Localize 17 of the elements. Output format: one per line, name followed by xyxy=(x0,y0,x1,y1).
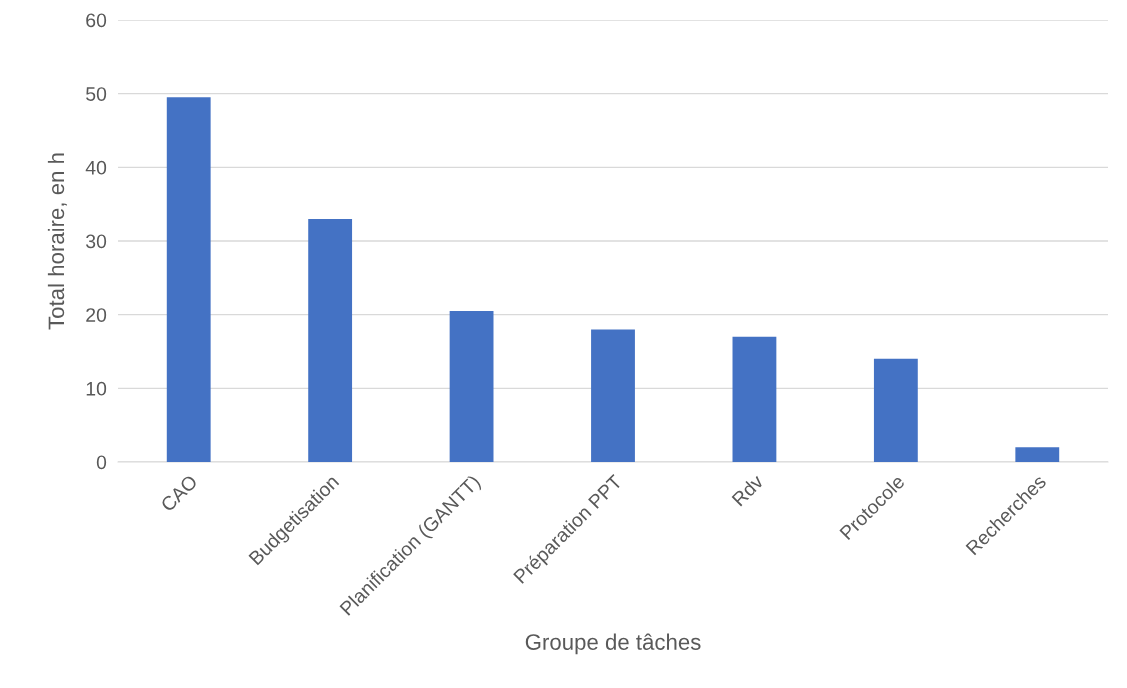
bar xyxy=(308,218,353,462)
bar xyxy=(1015,447,1060,462)
y-tick-label: 50 xyxy=(86,87,107,101)
bar xyxy=(166,97,211,462)
y-tick-label: 60 xyxy=(86,13,107,28)
bar xyxy=(732,336,777,462)
y-tick-label: 40 xyxy=(85,160,107,175)
y-tick-label: 10 xyxy=(86,381,107,396)
bar xyxy=(449,310,494,462)
y-tick-label: 30 xyxy=(86,234,107,249)
y-tick-label: 0 xyxy=(96,455,107,470)
y-tick-label: 20 xyxy=(86,308,107,322)
y-axis-title: Total horaire, en h xyxy=(47,153,67,330)
bar xyxy=(873,358,918,462)
x-tick-label: Rdv xyxy=(731,473,765,507)
bar xyxy=(591,329,635,462)
x-axis-title: Groupe de tâches xyxy=(525,633,701,655)
